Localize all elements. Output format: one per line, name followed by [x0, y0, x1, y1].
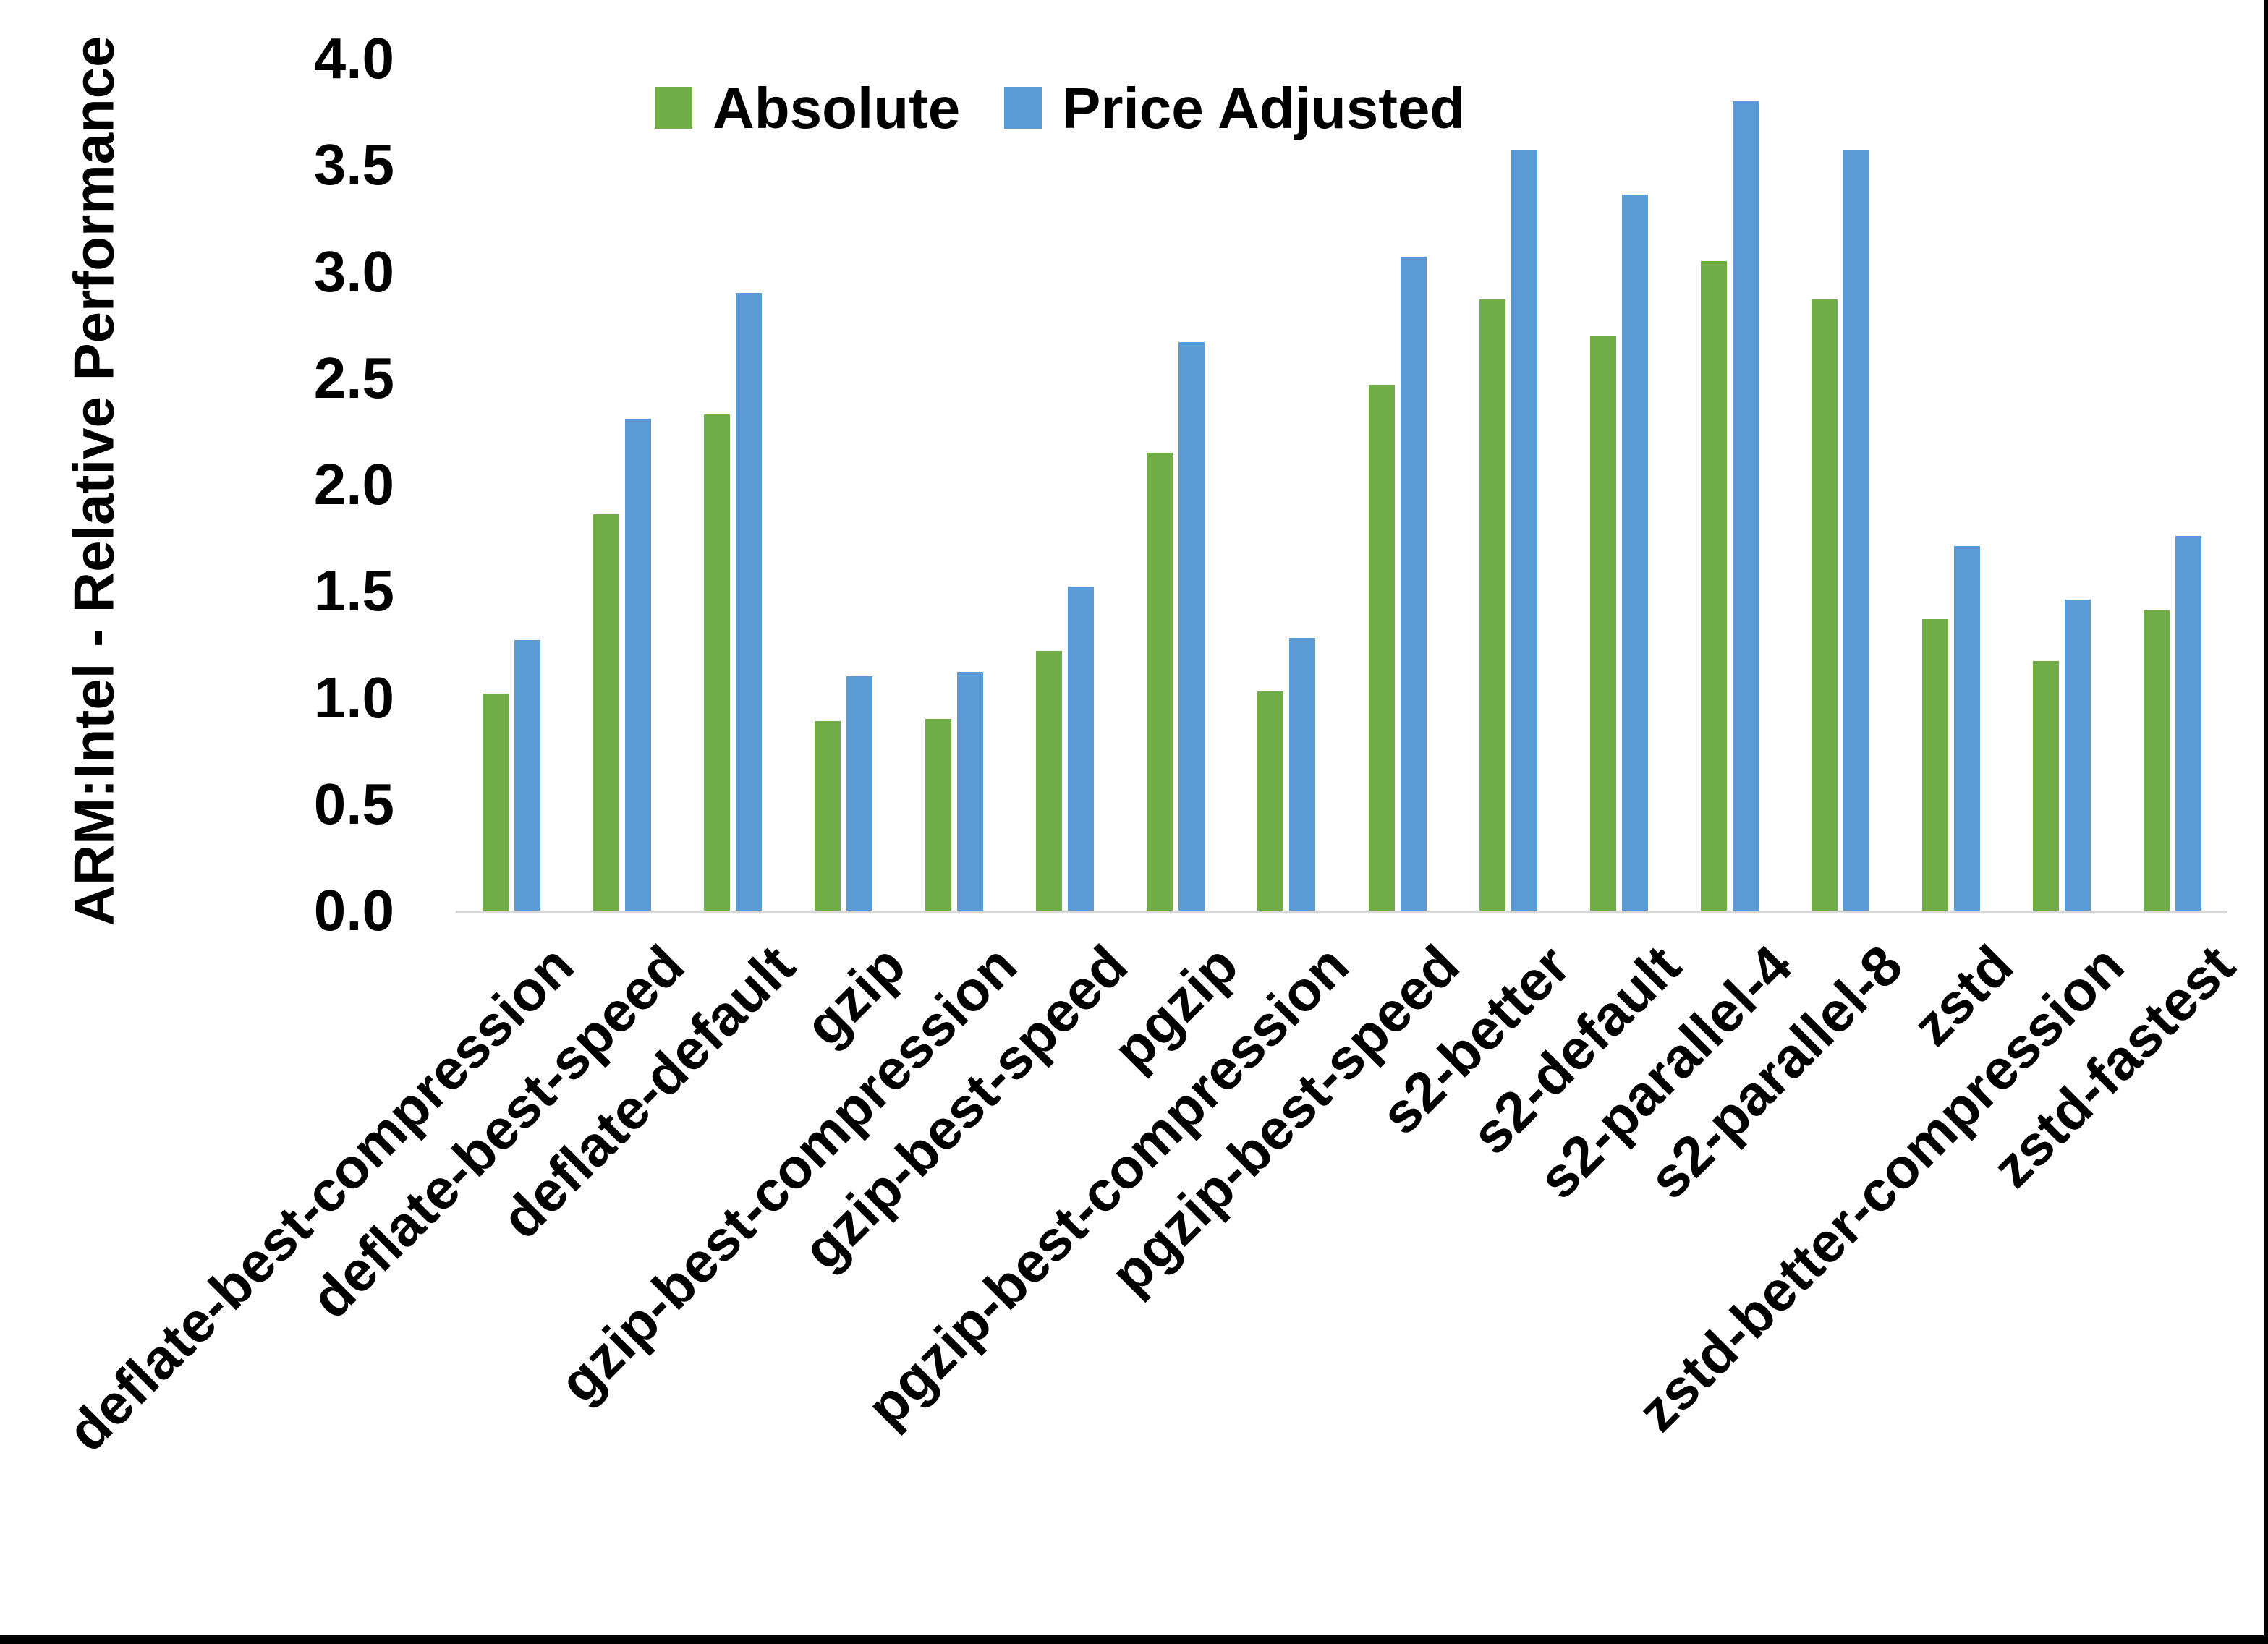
legend-label-price-adjusted: Price Adjusted [1062, 76, 1466, 140]
bar-price-adjusted-s2-parallel-4 [1732, 101, 1759, 911]
bar-absolute-s2-better [1479, 299, 1505, 911]
bar-absolute-gzip [815, 720, 841, 911]
bar-absolute-zstd-fastest [2144, 610, 2170, 911]
bar-price-adjusted-s2-parallel-8 [1843, 150, 1869, 911]
y-tick-label: 1.0 [313, 665, 394, 730]
bar-price-adjusted-gzip [846, 676, 873, 911]
bar-absolute-s2-parallel-4 [1700, 260, 1727, 911]
y-tick-label: 2.5 [313, 345, 394, 410]
x-axis-line [456, 911, 2227, 913]
bar-absolute-deflate-best-speed [593, 514, 620, 911]
bar-price-adjusted-s2-default [1621, 195, 1648, 911]
right-border [2264, 0, 2268, 1644]
bar-absolute-gzip-best-speed [1036, 650, 1063, 911]
y-tick-label: 3.0 [313, 239, 394, 304]
y-tick-label: 4.0 [313, 26, 394, 90]
bar-absolute-deflate-best-compression [483, 693, 509, 911]
bar-absolute-s2-parallel-8 [1811, 299, 1838, 911]
bar-price-adjusted-gzip-best-speed [1068, 587, 1095, 911]
bar-price-adjusted-gzip-best-compression [957, 672, 984, 911]
bar-price-adjusted-deflate-best-speed [625, 418, 652, 911]
y-tick-label: 0.5 [313, 771, 394, 836]
y-tick-label: 0.0 [313, 878, 394, 942]
bar-price-adjusted-pgzip-best-compression [1289, 638, 1316, 911]
bar-absolute-pgzip [1147, 452, 1173, 911]
bar-absolute-deflate-default [704, 414, 731, 911]
bar-absolute-zstd-better-compression [2032, 661, 2059, 911]
y-tick-label: 3.5 [313, 132, 394, 197]
bottom-border [0, 1635, 2268, 1644]
y-tick-label: 2.0 [313, 452, 394, 516]
bar-absolute-pgzip-best-speed [1368, 384, 1395, 911]
bar-price-adjusted-pgzip-best-speed [1400, 256, 1427, 911]
bar-price-adjusted-pgzip [1178, 341, 1205, 911]
bar-price-adjusted-deflate-best-compression [514, 639, 540, 911]
bar-absolute-gzip-best-compression [925, 718, 952, 911]
legend-swatch-absolute [655, 87, 692, 129]
legend-label-absolute: Absolute [713, 76, 961, 140]
bar-absolute-zstd [1921, 618, 1948, 911]
bar-price-adjusted-zstd-better-compression [2064, 600, 2091, 911]
legend-swatch-price-adjusted [1004, 87, 1042, 129]
bar-absolute-s2-default [1589, 335, 1616, 911]
bar-price-adjusted-zstd [1953, 546, 1980, 911]
y-tick-label: 1.5 [313, 558, 394, 623]
bar-price-adjusted-zstd-fastest [2175, 535, 2202, 911]
bar-absolute-pgzip-best-compression [1257, 691, 1284, 911]
bar-price-adjusted-s2-better [1511, 150, 1537, 911]
bar-price-adjusted-deflate-default [736, 292, 763, 911]
